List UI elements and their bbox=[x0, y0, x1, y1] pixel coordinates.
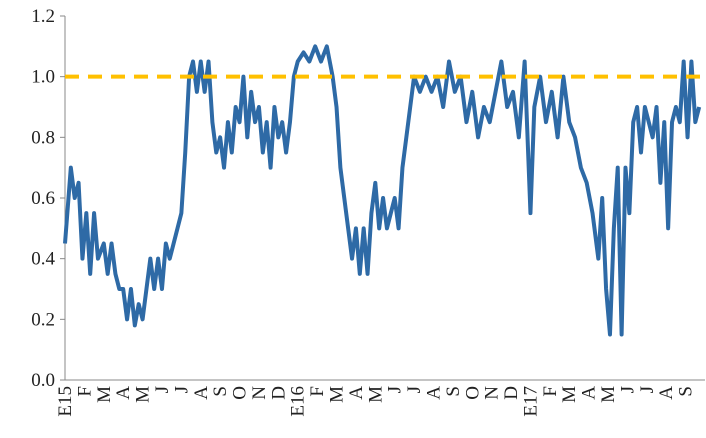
y-tick-label: 0.2 bbox=[31, 309, 55, 330]
x-tick-label: F bbox=[307, 386, 328, 397]
x-tick-label: A bbox=[113, 386, 134, 400]
x-tick-label: A bbox=[423, 386, 444, 400]
x-tick-label: A bbox=[656, 386, 677, 400]
x-tick-label: M bbox=[559, 386, 580, 403]
x-tick-label: N bbox=[249, 386, 270, 400]
x-tick-label: J bbox=[171, 386, 192, 393]
x-tick-label: M bbox=[94, 386, 115, 403]
x-tick-label: S bbox=[443, 386, 464, 397]
x-tick-label: F bbox=[540, 386, 561, 397]
y-tick-label: 0.0 bbox=[31, 370, 55, 391]
x-tick-label: J bbox=[385, 386, 406, 393]
x-tick-label: F bbox=[74, 386, 95, 397]
x-tick-label: A bbox=[191, 386, 212, 400]
x-tick-label: A bbox=[579, 386, 600, 400]
data-line bbox=[63, 44, 702, 337]
x-tick-label: O bbox=[462, 386, 483, 400]
x-tick-label: O bbox=[230, 386, 251, 400]
x-tick-label: M bbox=[133, 386, 154, 403]
y-tick-label: 1.2 bbox=[31, 6, 55, 27]
x-tick-label: M bbox=[598, 386, 619, 403]
x-tick-label: S bbox=[676, 386, 697, 397]
x-tick-label: M bbox=[327, 386, 348, 403]
x-tick-label: J bbox=[637, 386, 658, 393]
y-tick-label: 0.8 bbox=[31, 127, 55, 148]
x-tick-label: J bbox=[404, 386, 425, 393]
x-tick-label: J bbox=[152, 386, 173, 393]
x-tick-label: D bbox=[268, 386, 289, 400]
x-tick-label: J bbox=[617, 386, 638, 393]
x-tick-label: E16 bbox=[288, 386, 309, 417]
x-tick-label: E15 bbox=[55, 386, 76, 417]
y-tick-label: 0.4 bbox=[31, 249, 55, 270]
y-tick-label: 1.0 bbox=[31, 67, 55, 88]
x-tick-label: N bbox=[482, 386, 503, 400]
x-tick-label: E17 bbox=[520, 386, 541, 417]
y-tick-label: 0.6 bbox=[31, 188, 55, 209]
x-tick-label: M bbox=[365, 386, 386, 403]
x-tick-label: A bbox=[346, 386, 367, 400]
x-tick-label: S bbox=[210, 386, 231, 397]
x-tick-label: D bbox=[501, 386, 522, 400]
